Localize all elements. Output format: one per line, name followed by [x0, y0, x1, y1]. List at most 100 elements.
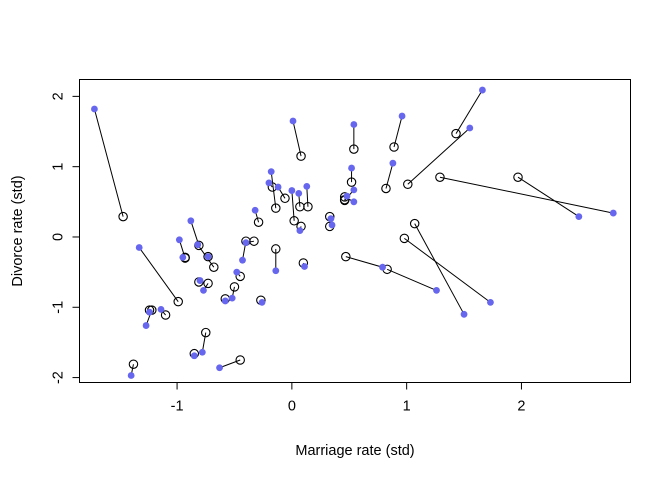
observed-point-26	[272, 267, 280, 275]
connector-line-45	[455, 89, 483, 134]
observed-point-33	[327, 215, 335, 223]
estimated-point-25	[280, 193, 290, 204]
observed-point-22	[258, 298, 266, 306]
observed-point-39	[379, 263, 386, 271]
estimated-point-43	[409, 218, 420, 229]
connector-line-47	[517, 176, 580, 218]
observed-point-17	[228, 294, 236, 302]
observed-point-41	[398, 112, 406, 120]
connector-line-0	[93, 108, 124, 217]
observed-point-27	[289, 117, 297, 125]
observed-point-37	[350, 121, 358, 128]
connector-line-1	[138, 247, 179, 302]
y-tick-label-4: 2	[51, 92, 67, 100]
x-tick-label-0: -1	[171, 399, 184, 415]
estimated-point-20	[249, 236, 259, 246]
estimated-point-13	[201, 327, 211, 338]
observed-point-6	[175, 236, 183, 244]
estimated-point-46	[403, 179, 413, 189]
observed-point-29	[295, 189, 303, 197]
y-tick-label-3: 1	[51, 163, 67, 171]
estimated-point-37	[349, 144, 359, 154]
observed-point-18	[233, 268, 241, 276]
estimated-point-36	[346, 177, 357, 187]
observed-point-47	[575, 213, 583, 220]
observed-point-35	[343, 192, 351, 200]
observed-point-23	[265, 179, 273, 187]
connector-line-41	[393, 115, 403, 148]
estimated-points	[118, 128, 523, 369]
estimated-point-44	[399, 233, 410, 244]
estimated-point-14	[203, 251, 213, 262]
observed-point-31	[301, 263, 308, 270]
observed-point-20	[242, 239, 250, 246]
observed-point-7	[179, 253, 187, 261]
observed-point-3	[142, 322, 150, 329]
estimated-point-41	[389, 142, 399, 152]
estimated-point-5	[160, 310, 171, 320]
observed-point-12	[190, 352, 198, 360]
observed-point-32	[303, 182, 311, 190]
observed-point-1	[135, 244, 143, 251]
y-tick-label-1: -1	[51, 301, 67, 314]
observed-point-2	[127, 372, 135, 379]
observed-point-30	[296, 227, 304, 235]
observed-point-0	[91, 105, 98, 113]
estimated-point-21	[253, 217, 264, 227]
observed-point-4	[146, 308, 153, 316]
x-axis-label: Marriage rate (std)	[295, 443, 414, 459]
estimated-point-17	[229, 282, 240, 292]
observed-point-46	[466, 124, 474, 132]
connector-line-32	[306, 186, 309, 207]
connector-line-27	[292, 120, 302, 157]
observed-point-25	[274, 183, 282, 191]
estimated-point-0	[118, 211, 128, 222]
observed-point-14	[204, 253, 212, 261]
connector-line-43	[414, 223, 465, 315]
observed-point-43	[460, 310, 468, 318]
estimated-point-24	[271, 203, 281, 213]
observed-point-16	[221, 297, 229, 305]
observed-point-24	[267, 168, 275, 175]
observed-point-10	[196, 277, 204, 284]
estimated-point-32	[303, 201, 313, 212]
connector-line-28	[291, 190, 295, 221]
observed-point-11	[200, 287, 207, 294]
observed-point-38	[350, 186, 358, 194]
connector-line-15	[219, 359, 241, 369]
connector-line-48	[439, 176, 614, 214]
connector-line-46	[407, 127, 471, 185]
estimated-point-15	[235, 355, 245, 365]
estimated-point-26	[271, 244, 281, 254]
estimated-point-2	[128, 359, 139, 369]
observed-point-49	[350, 198, 358, 206]
observed-point-44	[487, 298, 494, 306]
connector-line-24	[270, 171, 277, 209]
x-tick-label-3: 2	[517, 399, 525, 415]
connector-lines	[93, 89, 614, 376]
estimated-point-45	[451, 128, 461, 139]
observed-points	[91, 86, 617, 379]
x-tick-label-2: 1	[403, 399, 411, 415]
observed-point-13	[198, 348, 206, 356]
estimated-point-27	[296, 151, 306, 161]
estimated-point-47	[513, 172, 523, 182]
estimated-point-40	[381, 183, 391, 194]
estimated-point-18	[235, 271, 245, 282]
y-axis-label: Divorce rate (std)	[10, 175, 26, 286]
x-axis: -1 0 1 2	[171, 382, 525, 415]
observed-point-48	[609, 209, 617, 217]
connector-line-44	[404, 237, 491, 303]
y-tick-label-2: 0	[51, 233, 67, 241]
observed-point-40	[389, 159, 397, 167]
estimated-point-28	[289, 216, 299, 226]
x-tick-label-1: 0	[288, 399, 296, 415]
observed-point-28	[288, 187, 296, 194]
observed-point-15	[216, 364, 223, 372]
y-axis: -2 -1 0 1 2	[51, 92, 80, 384]
estimated-point-39	[341, 251, 351, 262]
observed-point-21	[251, 206, 259, 214]
observed-point-5	[157, 305, 165, 313]
connector-line-39	[345, 256, 383, 268]
